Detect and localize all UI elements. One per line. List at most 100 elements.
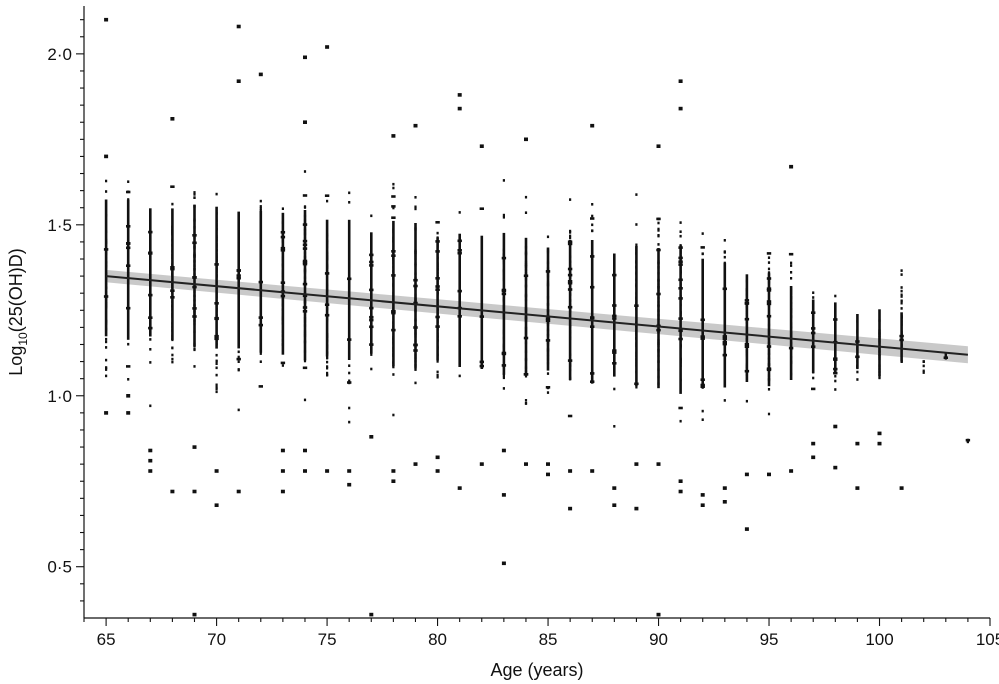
- data-point: [767, 261, 771, 264]
- data-point-cluster: [635, 246, 638, 387]
- data-point-outlier: [192, 612, 197, 617]
- data-point: [546, 391, 550, 394]
- data-point: [237, 360, 240, 363]
- data-point: [215, 192, 218, 196]
- age-column-94: [744, 274, 750, 531]
- data-point: [679, 419, 682, 423]
- data-point-outlier: [634, 506, 639, 511]
- data-point-cluster: [370, 232, 373, 354]
- data-point-cluster: [878, 309, 881, 376]
- data-point-outlier: [700, 493, 705, 497]
- data-point: [701, 252, 704, 256]
- y-axis-label: Log10(25(OH)D): [6, 248, 30, 375]
- age-column-104: [965, 438, 971, 444]
- data-point: [502, 179, 505, 182]
- data-point-outlier: [391, 479, 396, 483]
- data-point: [215, 362, 218, 365]
- data-point-outlier: [700, 503, 705, 507]
- age-column-72: [258, 72, 263, 388]
- data-point: [613, 387, 616, 391]
- data-point: [745, 399, 748, 403]
- age-column-67: [148, 208, 153, 473]
- data-point: [215, 390, 218, 394]
- data-point: [657, 243, 660, 246]
- age-column-100: [877, 309, 882, 446]
- data-point: [657, 234, 660, 237]
- data-point-outlier: [280, 469, 285, 473]
- data-point-outlier: [413, 462, 418, 466]
- age-column-103: [943, 353, 948, 360]
- data-point-outlier: [148, 458, 153, 463]
- data-point: [237, 350, 240, 354]
- data-point: [900, 295, 903, 298]
- data-point: [348, 420, 351, 424]
- data-point: [193, 196, 196, 199]
- data-point: [127, 378, 130, 381]
- data-point: [258, 385, 263, 388]
- data-point: [105, 374, 108, 378]
- data-point-cluster: [590, 240, 594, 384]
- data-point-outlier: [789, 164, 794, 169]
- data-point: [126, 365, 131, 368]
- data-point: [922, 364, 925, 368]
- age-column-68: [170, 117, 175, 494]
- data-point: [856, 378, 859, 381]
- data-point: [326, 199, 329, 203]
- data-point: [834, 374, 837, 378]
- x-tick-label: 80: [428, 630, 447, 649]
- data-point: [259, 205, 262, 208]
- data-point: [347, 381, 352, 384]
- data-point-outlier: [236, 79, 241, 83]
- data-point-cluster: [789, 286, 793, 380]
- data-point: [502, 213, 505, 217]
- data-point-cluster: [502, 232, 506, 375]
- y-axis-label-prefix: Log: [6, 346, 26, 376]
- age-column-80: [435, 221, 440, 473]
- data-point-outlier: [590, 469, 595, 473]
- data-point: [391, 195, 396, 198]
- data-point-outlier: [104, 411, 109, 415]
- data-point-outlier: [303, 120, 307, 124]
- data-point: [126, 190, 131, 194]
- data-point: [392, 365, 395, 368]
- y-tick-label: 1·0: [47, 387, 72, 406]
- data-point: [788, 252, 794, 256]
- data-point: [458, 211, 461, 214]
- data-point-outlier: [744, 527, 749, 531]
- data-point: [635, 193, 638, 196]
- data-point-outlier: [877, 431, 882, 436]
- data-point: [348, 191, 351, 195]
- data-point-outlier: [391, 134, 396, 138]
- data-point-outlier: [501, 493, 506, 497]
- data-point-outlier: [369, 612, 374, 617]
- age-column-96: [788, 164, 794, 473]
- data-point: [391, 216, 396, 219]
- data-point-outlier: [744, 472, 749, 477]
- data-point: [966, 438, 969, 442]
- data-point: [370, 367, 373, 371]
- data-point: [767, 412, 771, 416]
- x-tick-label: 65: [97, 630, 116, 649]
- data-point: [900, 301, 903, 305]
- data-point: [635, 243, 638, 247]
- age-column-85: [545, 235, 551, 477]
- data-point: [105, 340, 108, 344]
- data-point-cluster: [215, 206, 218, 349]
- data-point-outlier: [722, 500, 727, 504]
- data-point: [900, 307, 903, 310]
- data-point: [392, 206, 395, 210]
- axes: 0·5 1·0 1·5 2·0 65 70 75 80 85 90 95 100 105: [47, 6, 999, 649]
- data-point-outlier: [435, 455, 440, 460]
- data-point: [414, 207, 417, 211]
- data-point-outlier: [612, 503, 617, 507]
- data-point-outlier: [479, 462, 484, 466]
- y-tick-label: 1·5: [47, 216, 72, 235]
- data-point: [149, 338, 152, 341]
- data-point: [193, 191, 196, 194]
- data-point: [436, 375, 439, 379]
- age-column-87: [590, 123, 595, 473]
- data-point: [105, 346, 108, 349]
- data-point-cluster: [723, 262, 727, 388]
- data-point: [834, 388, 837, 391]
